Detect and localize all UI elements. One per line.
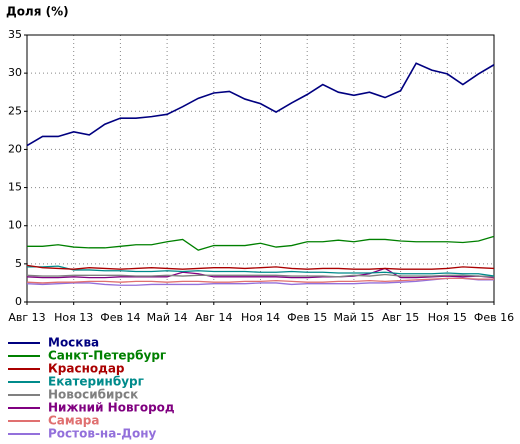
y-tick-label: 10	[8, 219, 22, 232]
legend-label: Нижний Новгород	[48, 401, 175, 415]
x-tick-label: Ноя 13	[54, 311, 93, 324]
series-line	[26, 277, 494, 286]
series-line	[26, 62, 495, 147]
x-tick-label: Май 14	[147, 311, 188, 324]
x-tick-label: Авг 13	[8, 311, 45, 324]
y-tick-label: 5	[15, 257, 22, 270]
legend-label: Самара	[48, 414, 100, 428]
y-tick-label: 15	[8, 181, 22, 194]
x-tick-label: Фев 16	[474, 311, 514, 324]
chart-title: Доля (%)	[6, 5, 69, 19]
legend-label: Санкт-Петербург	[48, 349, 166, 363]
x-tick-label: Май 15	[333, 311, 374, 324]
series-line	[27, 235, 495, 251]
series-line	[27, 265, 495, 277]
y-tick-label: 30	[8, 66, 22, 79]
y-tick-label: 25	[8, 104, 22, 117]
legend-label: Екатеринбург	[48, 375, 144, 389]
x-tick-label: Ноя 15	[428, 311, 467, 324]
x-tick-label: Ноя 14	[241, 311, 280, 324]
series-line	[26, 277, 494, 284]
x-tick-label: Авг 15	[382, 311, 419, 324]
series-line	[26, 264, 495, 270]
series-line	[26, 273, 495, 278]
legend-label: Краснодар	[48, 362, 125, 376]
series-line	[26, 267, 495, 279]
y-tick-label: 0	[15, 295, 22, 308]
legend-label: Ростов-на-Дону	[48, 427, 157, 441]
x-tick-label: Фев 15	[287, 311, 327, 324]
x-tick-label: Авг 14	[195, 311, 232, 324]
legend-label: Москва	[48, 336, 99, 350]
y-tick-label: 20	[8, 142, 22, 155]
y-tick-label: 35	[8, 28, 22, 41]
x-tick-label: Фев 14	[100, 311, 140, 324]
plot-frame	[26, 34, 495, 303]
legend-label: Новосибирск	[48, 388, 138, 402]
